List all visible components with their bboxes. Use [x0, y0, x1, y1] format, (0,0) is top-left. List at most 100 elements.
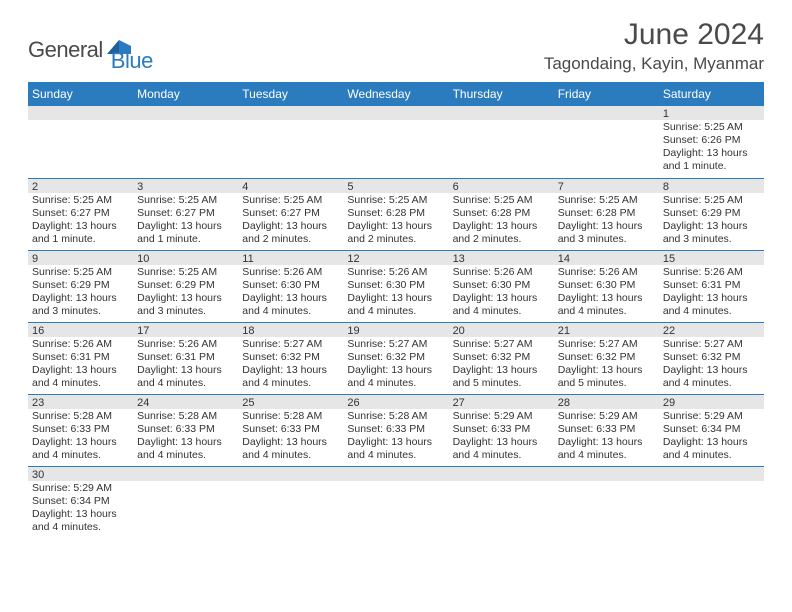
sunset-text: Sunset: 6:30 PM [453, 279, 550, 292]
calendar-day: 7Sunrise: 5:25 AMSunset: 6:28 PMDaylight… [554, 178, 659, 250]
daylight-text: Daylight: 13 hours and 4 minutes. [453, 292, 550, 318]
dayname-row: Sunday Monday Tuesday Wednesday Thursday… [28, 82, 764, 106]
calendar-day: 2Sunrise: 5:25 AMSunset: 6:27 PMDaylight… [28, 178, 133, 250]
day-content: Sunrise: 5:26 AMSunset: 6:31 PMDaylight:… [133, 337, 238, 393]
sunrise-text: Sunrise: 5:25 AM [242, 194, 339, 207]
day-number: 27 [449, 395, 554, 409]
day-content [449, 481, 554, 537]
sunrise-text: Sunrise: 5:26 AM [453, 266, 550, 279]
sunrise-text: Sunrise: 5:29 AM [558, 410, 655, 423]
day-number: 25 [238, 395, 343, 409]
day-number: 16 [28, 323, 133, 337]
sunrise-text: Sunrise: 5:25 AM [663, 121, 760, 134]
day-number [343, 106, 448, 120]
calendar-day [133, 466, 238, 538]
sunset-text: Sunset: 6:29 PM [32, 279, 129, 292]
day-number: 24 [133, 395, 238, 409]
sunset-text: Sunset: 6:26 PM [663, 134, 760, 147]
sunrise-text: Sunrise: 5:25 AM [137, 266, 234, 279]
daylight-text: Daylight: 13 hours and 4 minutes. [663, 436, 760, 462]
day-content [238, 481, 343, 537]
sunrise-text: Sunrise: 5:29 AM [453, 410, 550, 423]
day-content: Sunrise: 5:29 AMSunset: 6:33 PMDaylight:… [554, 409, 659, 465]
daylight-text: Daylight: 13 hours and 1 minute. [32, 220, 129, 246]
calendar-day [28, 106, 133, 178]
calendar-day: 12Sunrise: 5:26 AMSunset: 6:30 PMDayligh… [343, 250, 448, 322]
daylight-text: Daylight: 13 hours and 4 minutes. [663, 364, 760, 390]
calendar-body: 1Sunrise: 5:25 AMSunset: 6:26 PMDaylight… [28, 106, 764, 538]
day-content: Sunrise: 5:25 AMSunset: 6:26 PMDaylight:… [659, 120, 764, 176]
sunset-text: Sunset: 6:31 PM [137, 351, 234, 364]
sunset-text: Sunset: 6:30 PM [558, 279, 655, 292]
sunset-text: Sunset: 6:33 PM [32, 423, 129, 436]
calendar-day: 28Sunrise: 5:29 AMSunset: 6:33 PMDayligh… [554, 394, 659, 466]
calendar-day: 29Sunrise: 5:29 AMSunset: 6:34 PMDayligh… [659, 394, 764, 466]
calendar-day: 16Sunrise: 5:26 AMSunset: 6:31 PMDayligh… [28, 322, 133, 394]
sunset-text: Sunset: 6:28 PM [453, 207, 550, 220]
daylight-text: Daylight: 13 hours and 4 minutes. [242, 292, 339, 318]
calendar-day: 27Sunrise: 5:29 AMSunset: 6:33 PMDayligh… [449, 394, 554, 466]
day-number: 15 [659, 251, 764, 265]
daylight-text: Daylight: 13 hours and 4 minutes. [137, 364, 234, 390]
calendar-day [449, 466, 554, 538]
day-content [449, 120, 554, 176]
daylight-text: Daylight: 13 hours and 5 minutes. [558, 364, 655, 390]
day-content: Sunrise: 5:26 AMSunset: 6:31 PMDaylight:… [28, 337, 133, 393]
day-content: Sunrise: 5:25 AMSunset: 6:29 PMDaylight:… [28, 265, 133, 321]
day-number: 13 [449, 251, 554, 265]
day-number [238, 467, 343, 481]
daylight-text: Daylight: 13 hours and 4 minutes. [347, 292, 444, 318]
sunset-text: Sunset: 6:28 PM [558, 207, 655, 220]
sunset-text: Sunset: 6:29 PM [663, 207, 760, 220]
calendar-table: Sunday Monday Tuesday Wednesday Thursday… [28, 82, 764, 538]
day-content [343, 120, 448, 176]
logo-text-general: General [28, 37, 103, 63]
day-number [659, 467, 764, 481]
day-content: Sunrise: 5:29 AMSunset: 6:34 PMDaylight:… [28, 481, 133, 537]
day-content: Sunrise: 5:25 AMSunset: 6:29 PMDaylight:… [659, 193, 764, 249]
day-number: 14 [554, 251, 659, 265]
sunrise-text: Sunrise: 5:28 AM [32, 410, 129, 423]
daylight-text: Daylight: 13 hours and 3 minutes. [32, 292, 129, 318]
day-content: Sunrise: 5:28 AMSunset: 6:33 PMDaylight:… [133, 409, 238, 465]
calendar-day [554, 466, 659, 538]
sunset-text: Sunset: 6:33 PM [558, 423, 655, 436]
day-number [133, 467, 238, 481]
day-number: 21 [554, 323, 659, 337]
calendar-day: 11Sunrise: 5:26 AMSunset: 6:30 PMDayligh… [238, 250, 343, 322]
sunset-text: Sunset: 6:33 PM [453, 423, 550, 436]
day-content: Sunrise: 5:28 AMSunset: 6:33 PMDaylight:… [28, 409, 133, 465]
dayname-wednesday: Wednesday [343, 82, 448, 106]
day-content [133, 481, 238, 537]
calendar-day [659, 466, 764, 538]
daylight-text: Daylight: 13 hours and 2 minutes. [453, 220, 550, 246]
sunrise-text: Sunrise: 5:29 AM [663, 410, 760, 423]
calendar-day: 17Sunrise: 5:26 AMSunset: 6:31 PMDayligh… [133, 322, 238, 394]
day-content: Sunrise: 5:29 AMSunset: 6:33 PMDaylight:… [449, 409, 554, 465]
calendar-day [238, 106, 343, 178]
sunset-text: Sunset: 6:28 PM [347, 207, 444, 220]
daylight-text: Daylight: 13 hours and 4 minutes. [347, 436, 444, 462]
calendar-day: 25Sunrise: 5:28 AMSunset: 6:33 PMDayligh… [238, 394, 343, 466]
day-content: Sunrise: 5:25 AMSunset: 6:28 PMDaylight:… [343, 193, 448, 249]
calendar-day [554, 106, 659, 178]
daylight-text: Daylight: 13 hours and 2 minutes. [347, 220, 444, 246]
day-number: 9 [28, 251, 133, 265]
day-content: Sunrise: 5:27 AMSunset: 6:32 PMDaylight:… [659, 337, 764, 393]
calendar-week: 1Sunrise: 5:25 AMSunset: 6:26 PMDaylight… [28, 106, 764, 178]
day-content [133, 120, 238, 176]
calendar-day: 21Sunrise: 5:27 AMSunset: 6:32 PMDayligh… [554, 322, 659, 394]
sunrise-text: Sunrise: 5:25 AM [347, 194, 444, 207]
daylight-text: Daylight: 13 hours and 4 minutes. [242, 436, 339, 462]
calendar-week: 2Sunrise: 5:25 AMSunset: 6:27 PMDaylight… [28, 178, 764, 250]
month-year: June 2024 [544, 18, 764, 52]
day-content: Sunrise: 5:25 AMSunset: 6:29 PMDaylight:… [133, 265, 238, 321]
calendar-day [449, 106, 554, 178]
sunrise-text: Sunrise: 5:26 AM [663, 266, 760, 279]
sunrise-text: Sunrise: 5:28 AM [347, 410, 444, 423]
logo-text-blue: Blue [111, 48, 153, 74]
day-number: 3 [133, 179, 238, 193]
daylight-text: Daylight: 13 hours and 4 minutes. [347, 364, 444, 390]
day-number: 2 [28, 179, 133, 193]
day-number: 6 [449, 179, 554, 193]
